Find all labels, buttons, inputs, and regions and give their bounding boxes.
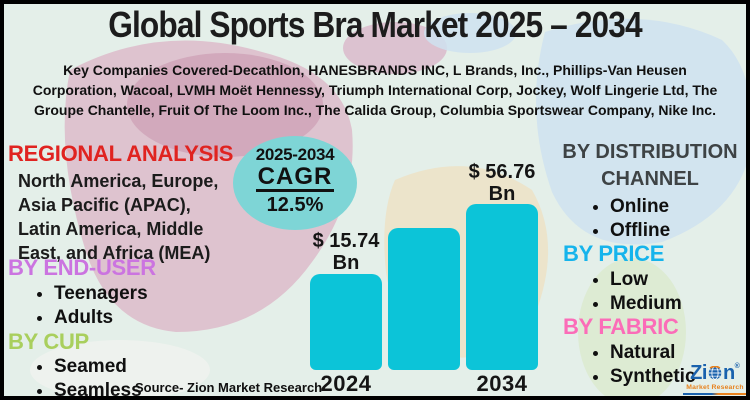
list-item: Natural <box>610 341 696 365</box>
distribution-list: Online Offline <box>588 195 670 242</box>
bar-2034 <box>466 204 538 370</box>
regional-analysis-text: North America, Europe, Asia Pacific (APA… <box>18 171 219 263</box>
cagr-period: 2025-2034 <box>255 145 335 164</box>
cagr-value: 12.5% <box>266 194 324 217</box>
logo-text-zi: Zi <box>690 362 707 384</box>
cagr-badge: 2025-2034 CAGR 12.5% <box>233 136 357 230</box>
list-item: Seamless <box>54 379 142 400</box>
x-axis-label-2024: 2024 <box>320 371 372 396</box>
zion-wordmark: Zi n ® <box>683 363 747 383</box>
value-unit: Bn <box>488 183 516 206</box>
x-axis-label-2034: 2034 <box>476 371 528 396</box>
list-item: Low <box>610 268 682 292</box>
list-item: Seamed <box>54 355 142 379</box>
end-user-list: Teenagers Adults <box>32 282 148 329</box>
list-item: Adults <box>54 306 148 330</box>
list-item: Offline <box>610 219 670 243</box>
value-unit: Bn <box>332 252 360 275</box>
by-cup-heading: BY CUP <box>8 329 89 354</box>
zion-logo: Zi n ® Market Research <box>683 363 747 395</box>
list-item: Teenagers <box>54 282 148 306</box>
value-amount: $ 15.74 <box>312 230 380 252</box>
source-attribution: Source- Zion Market Research <box>135 380 323 395</box>
list-item: Medium <box>610 292 682 316</box>
price-list: Low Medium <box>588 268 682 315</box>
logo-subtitle: Market Research <box>686 384 744 391</box>
logo-text-n: n <box>722 362 735 384</box>
key-companies-text: Key Companies Covered-Decathlon, HANESBR… <box>32 62 718 118</box>
bar-middle <box>388 228 460 370</box>
page-title: Global Sports Bra Market 2025 – 2034 <box>108 4 642 45</box>
globe-icon <box>708 366 722 380</box>
by-fabric-heading: BY FABRIC <box>563 314 679 339</box>
by-end-user-heading: BY END-USER <box>8 255 156 280</box>
bar-value-label-2024: $ 15.74 Bn <box>286 230 406 275</box>
cagr-label: CAGR <box>255 164 335 193</box>
list-item: Synthetic <box>610 365 696 389</box>
logo-underline <box>683 393 747 395</box>
by-distribution-channel-heading: BY DISTRIBUTION CHANNEL <box>562 141 738 190</box>
fabric-list: Natural Synthetic <box>588 341 696 388</box>
bar-2024 <box>310 274 382 370</box>
bar-value-label-2034: $ 56.76 Bn <box>442 161 562 206</box>
cup-list: Seamed Seamless <box>32 355 142 400</box>
by-price-heading: BY PRICE <box>563 241 665 266</box>
registered-mark: ® <box>734 363 740 370</box>
list-item: Online <box>610 195 670 219</box>
value-amount: $ 56.76 <box>468 161 536 183</box>
regional-analysis-heading: REGIONAL ANALYSIS <box>8 141 234 166</box>
